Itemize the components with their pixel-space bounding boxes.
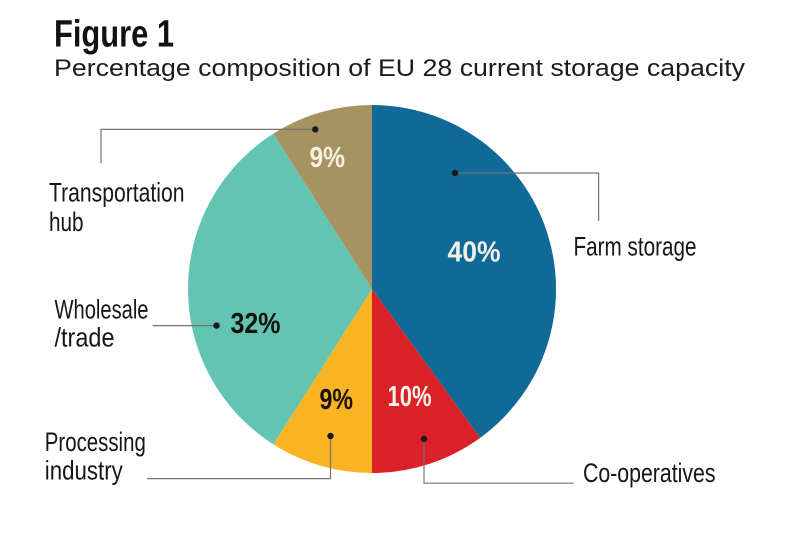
svg-text:Figure 1: Figure 1	[54, 13, 174, 55]
svg-text:40%: 40%	[448, 237, 501, 269]
svg-text:industry: industry	[45, 455, 124, 485]
svg-text:Transportation: Transportation	[49, 177, 185, 207]
svg-text:Percentage composition of EU 2: Percentage composition of EU 28 current …	[54, 55, 745, 82]
svg-text:Farm storage: Farm storage	[574, 232, 697, 262]
svg-text:32%: 32%	[231, 308, 281, 340]
svg-text:Co-operatives: Co-operatives	[583, 458, 716, 488]
svg-text:hub: hub	[49, 207, 84, 237]
svg-text:9%: 9%	[320, 384, 354, 416]
svg-text:Wholesale: Wholesale	[55, 294, 149, 324]
svg-text:10%: 10%	[388, 381, 432, 413]
svg-text:/trade: /trade	[55, 323, 115, 353]
svg-text:9%: 9%	[310, 142, 346, 174]
svg-text:Processing: Processing	[45, 427, 146, 457]
